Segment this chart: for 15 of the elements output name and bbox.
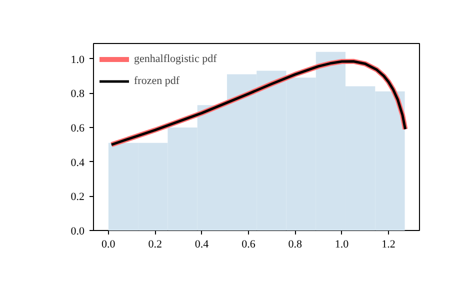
- y-tick-label: 1.0: [70, 54, 85, 66]
- x-tick-label: 0.6: [242, 238, 256, 250]
- x-tick-label: 1.2: [382, 238, 396, 250]
- legend-label: frozen pdf: [134, 75, 180, 87]
- y-tick-label: 0.8: [70, 88, 85, 100]
- y-tick-label: 0.0: [70, 226, 85, 238]
- x-tick-label: 0.0: [102, 238, 116, 250]
- y-tick-label: 0.6: [70, 122, 85, 134]
- y-tick-label: 0.4: [70, 156, 85, 169]
- legend-label: genhalflogistic pdf: [134, 53, 217, 65]
- x-tick-label: 0.4: [194, 238, 210, 250]
- x-tick-label: 1.0: [334, 238, 350, 250]
- x-tick-label: 0.8: [288, 238, 302, 250]
- y-tick-label: 0.2: [70, 191, 84, 204]
- x-tick-label: 0.2: [148, 238, 162, 250]
